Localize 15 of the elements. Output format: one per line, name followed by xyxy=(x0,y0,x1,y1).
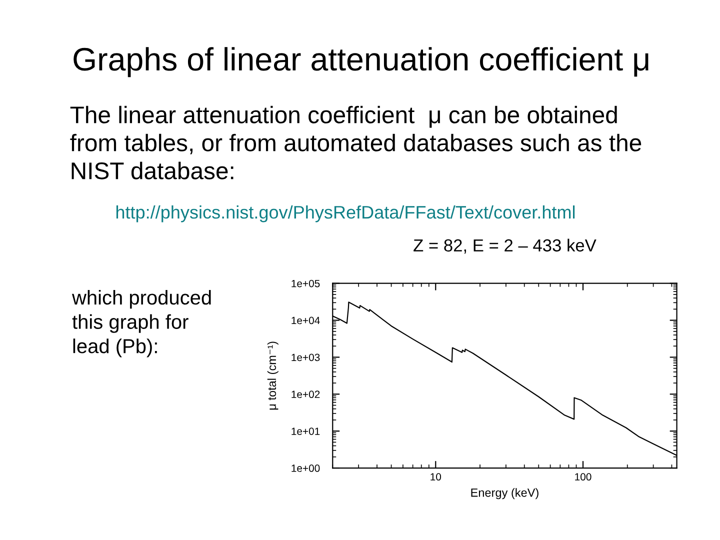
chart-subtitle: Z = 82, E = 2 – 433 keV xyxy=(414,238,596,254)
x-axis-title: Energy (keV) xyxy=(471,488,538,500)
text: The linear attenuation coefficient μ can be obtained from tables, or from automated databases such as the NIST database: xyxy=(70,106,642,180)
x-tick-label: 100 xyxy=(575,473,592,481)
x-tick-label: 10 xyxy=(430,473,442,481)
y-tick-label: 1e+02 xyxy=(292,390,320,398)
y-tick-label: 1e+01 xyxy=(292,428,320,435)
y-tick-label: 1e+00 xyxy=(292,464,320,472)
y-tick-label: 1e+05 xyxy=(292,280,320,288)
text: which produced this graph for lead (Pb): xyxy=(72,290,211,358)
y-tick-label: 1e+03 xyxy=(292,354,320,362)
y-tick-label: 1e+04 xyxy=(292,316,320,324)
y-axis-title: μ total (cm⁻¹) xyxy=(267,342,278,410)
chart-title: Graphs of linear attenuation coefficient μ xyxy=(74,47,648,78)
text: http://physics.nist.gov/PhysRefData/FFast/Text/cover.html xyxy=(116,205,575,222)
